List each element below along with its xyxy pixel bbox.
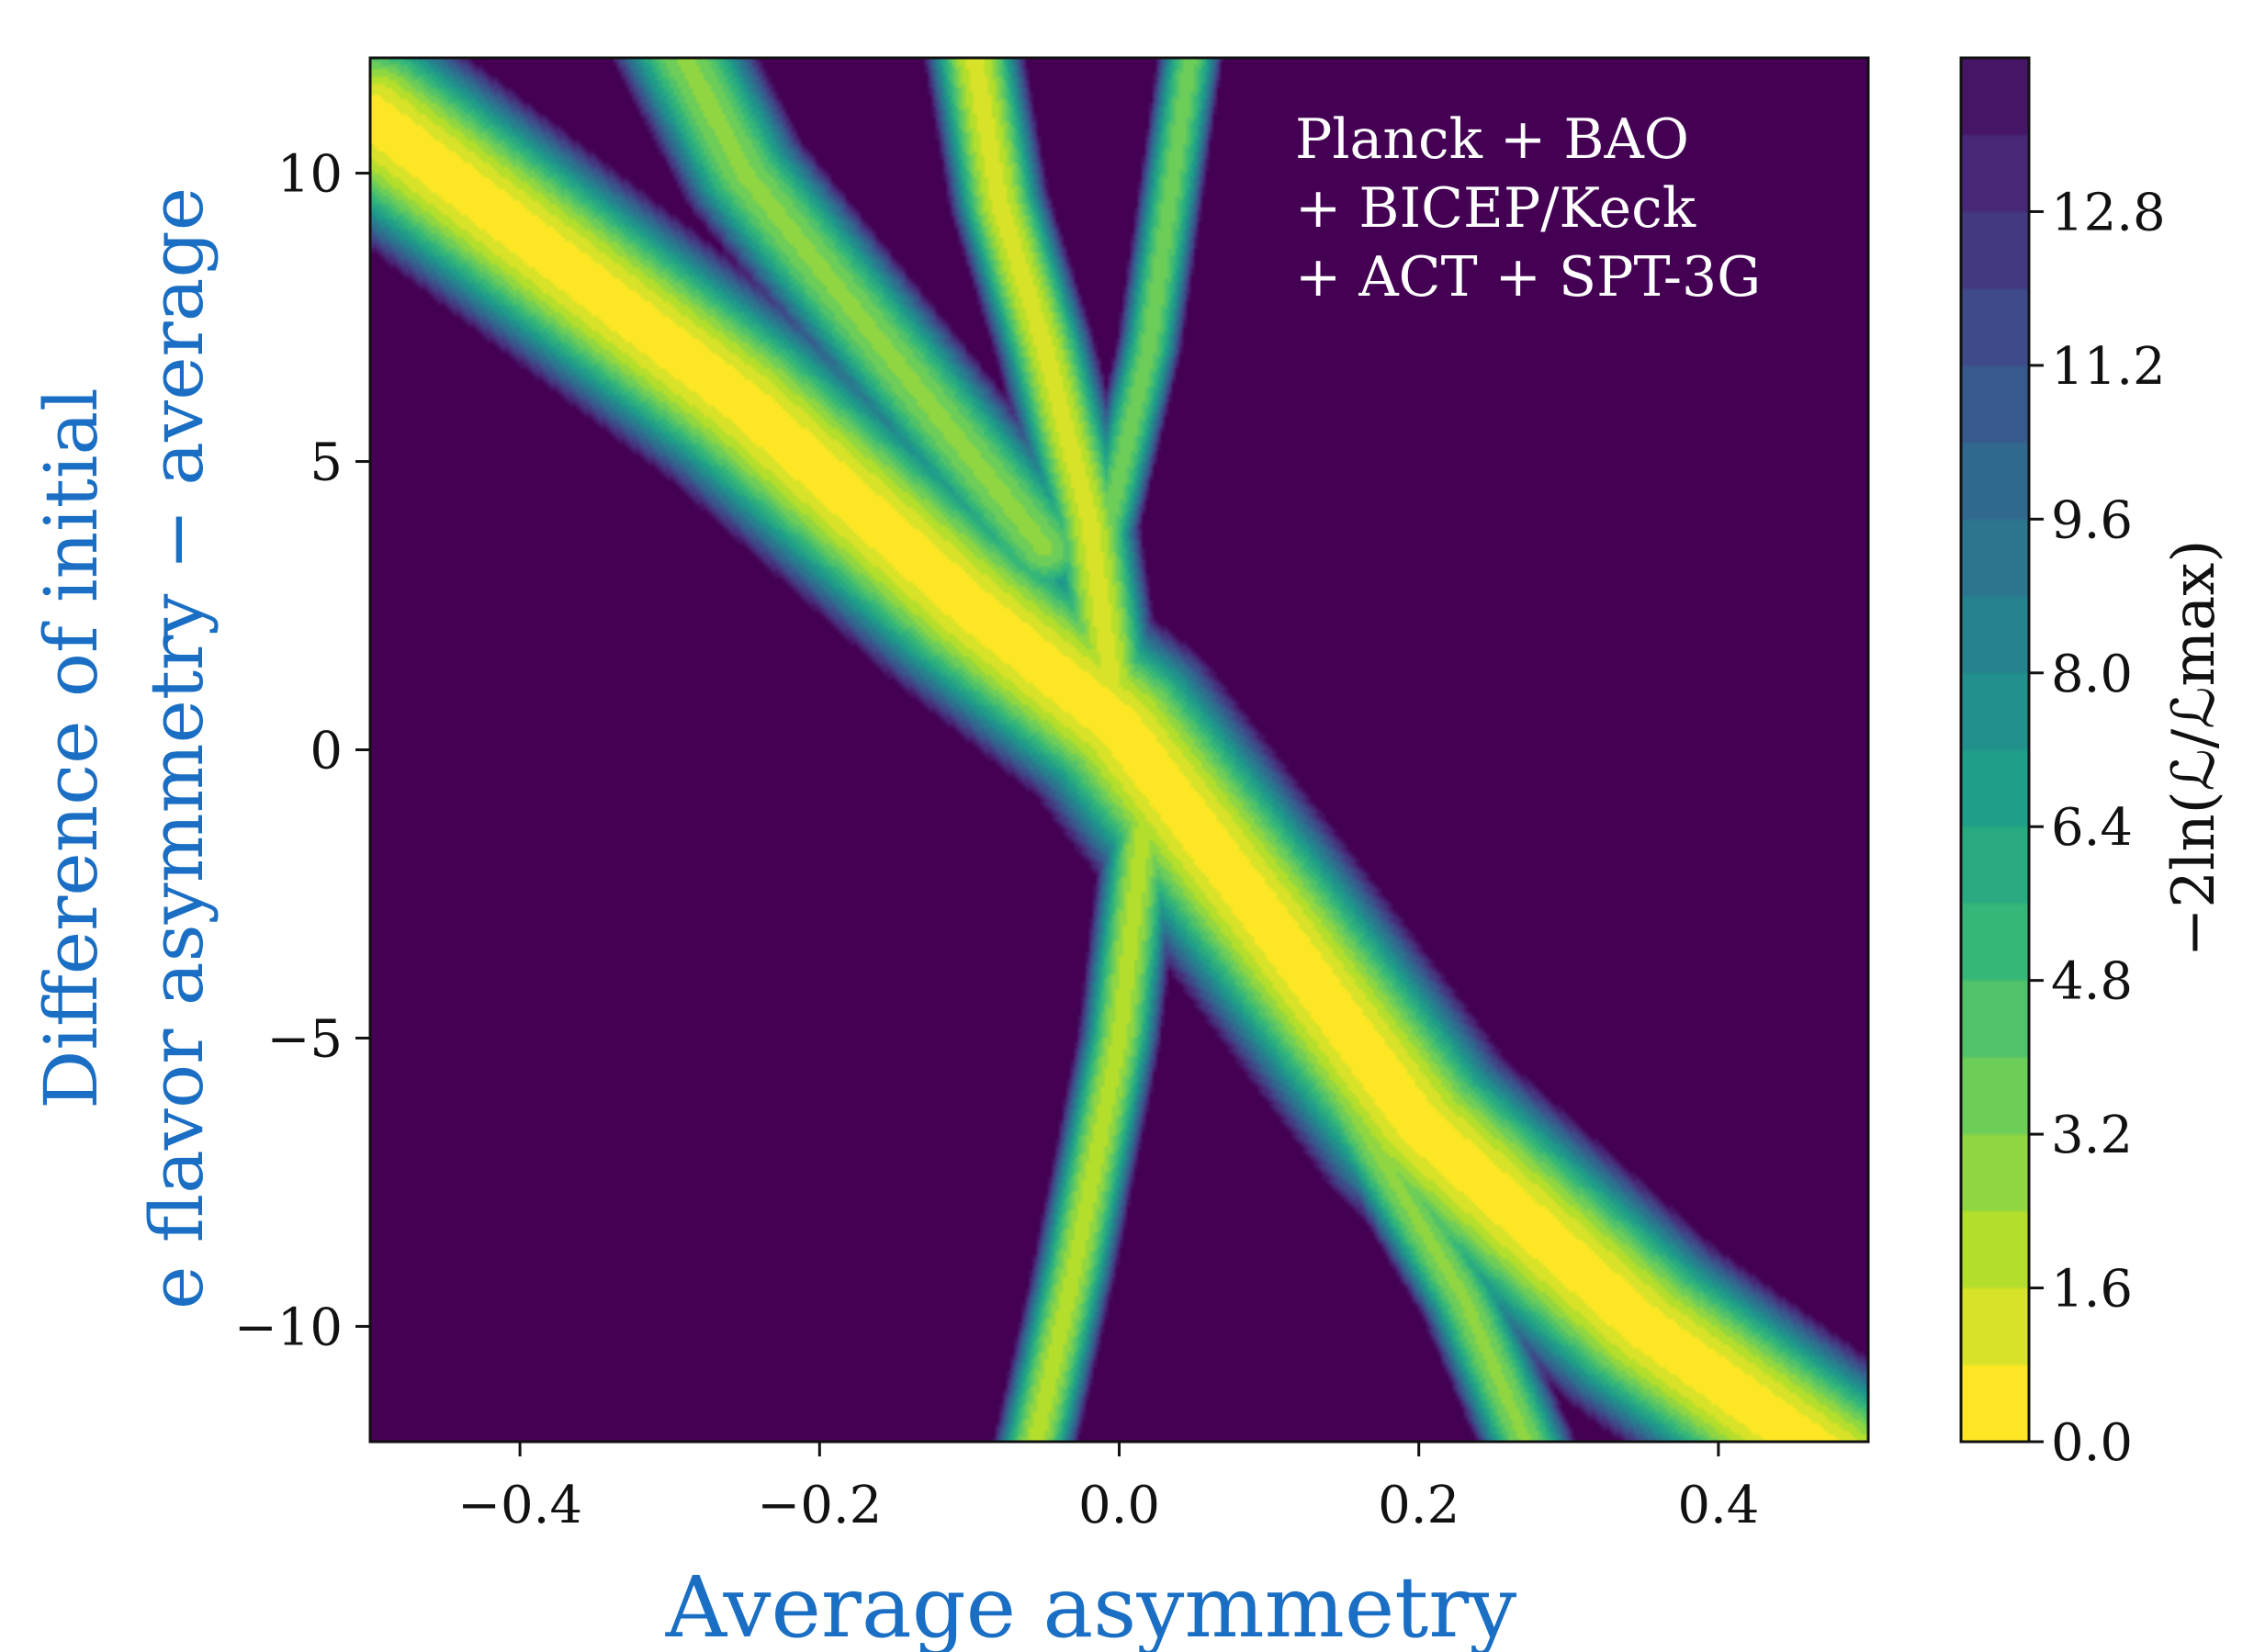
y-tick-label: −10	[234, 1298, 343, 1357]
y-tick-label: 0	[310, 722, 343, 781]
x-tick-label: 0.0	[1078, 1476, 1160, 1535]
x-axis-ticks: −0.4 −0.2 0.0 0.2 0.4	[457, 1442, 1759, 1535]
y-tick-label: −5	[266, 1009, 343, 1069]
colorbar-tick-label: 4.8	[2051, 952, 2133, 1012]
colorbar-frame	[1959, 56, 2031, 1444]
x-tick-label: 0.4	[1677, 1476, 1759, 1535]
annotation-box: Planck + BAO + BICEP/Keck + ACT + SPT-3G	[1295, 107, 1761, 309]
x-tick-label: −0.2	[757, 1476, 882, 1535]
colorbar-tick-label: 3.2	[2051, 1106, 2133, 1165]
y-axis-label-line-2: e flavor asymmetry − average	[134, 187, 220, 1309]
y-axis-ticks: 10 5 0 −5 −10	[234, 145, 370, 1357]
y-axis-label-line-1: Difference of initial	[28, 388, 114, 1109]
colorbar-tick-label: 6.4	[2051, 798, 2133, 858]
y-tick-label: 5	[310, 433, 343, 493]
colorbar-label: −2ln(ℒ/ℒmax)	[2160, 540, 2228, 958]
x-tick-label: −0.4	[457, 1476, 582, 1535]
colorbar-ticks: 0.0 1.6 3.2 4.8 6.4 8.0 9.6 11.2 12.8	[2029, 183, 2166, 1473]
colorbar-tick-label: 12.8	[2051, 183, 2166, 242]
y-tick-label: 10	[277, 145, 343, 205]
x-axis-label: Average asymmetry	[665, 1558, 1516, 1652]
annotation-line-3: + ACT + SPT-3G	[1295, 245, 1761, 309]
colorbar-tick-label: 9.6	[2051, 490, 2133, 550]
y-axis-label-group: Difference of initial e flavor asymmetry…	[28, 187, 220, 1309]
colorbar-tick-label: 8.0	[2051, 645, 2133, 704]
colorbar	[1961, 58, 2029, 1442]
x-tick-label: 0.2	[1378, 1476, 1459, 1535]
heatmap-plot-area	[370, 58, 1868, 1442]
colorbar-tick-label: 11.2	[2051, 337, 2166, 397]
annotation-line-1: Planck + BAO	[1295, 107, 1689, 172]
colorbar-tick-label: 0.0	[2051, 1413, 2133, 1473]
colorbar-tick-label: 1.6	[2051, 1260, 2133, 1320]
annotation-line-2: + BICEP/Keck	[1295, 176, 1696, 241]
